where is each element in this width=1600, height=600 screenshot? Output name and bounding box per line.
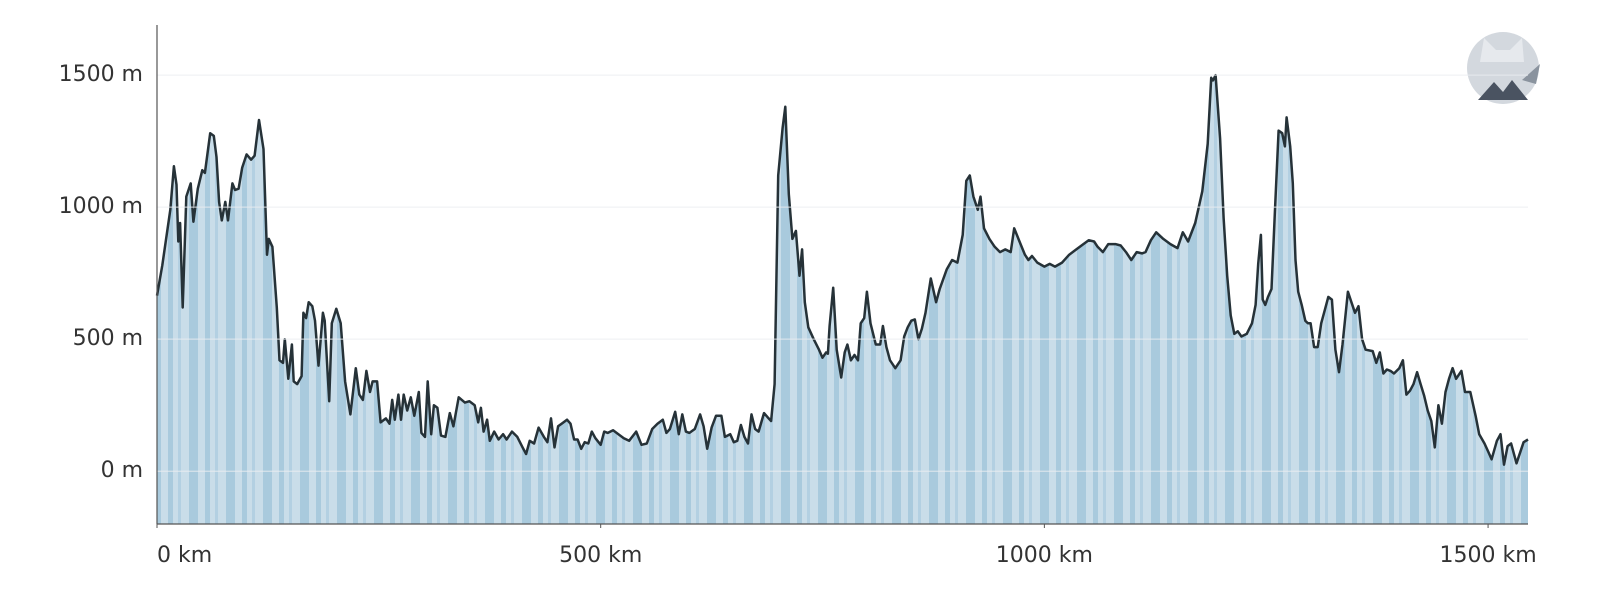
x-tick-label: 500 km [559, 543, 642, 568]
y-tick-label: 0 m [101, 458, 143, 483]
logo [1467, 32, 1540, 104]
y-tick-label: 1000 m [59, 194, 143, 219]
x-tick-label: 1500 km [1439, 543, 1536, 568]
x-tick-label: 0 km [157, 543, 212, 568]
elevation-area [157, 75, 1528, 524]
y-tick-label: 1500 m [59, 62, 143, 87]
x-tick-label: 1000 km [996, 543, 1093, 568]
y-tick-label: 500 m [73, 326, 143, 351]
